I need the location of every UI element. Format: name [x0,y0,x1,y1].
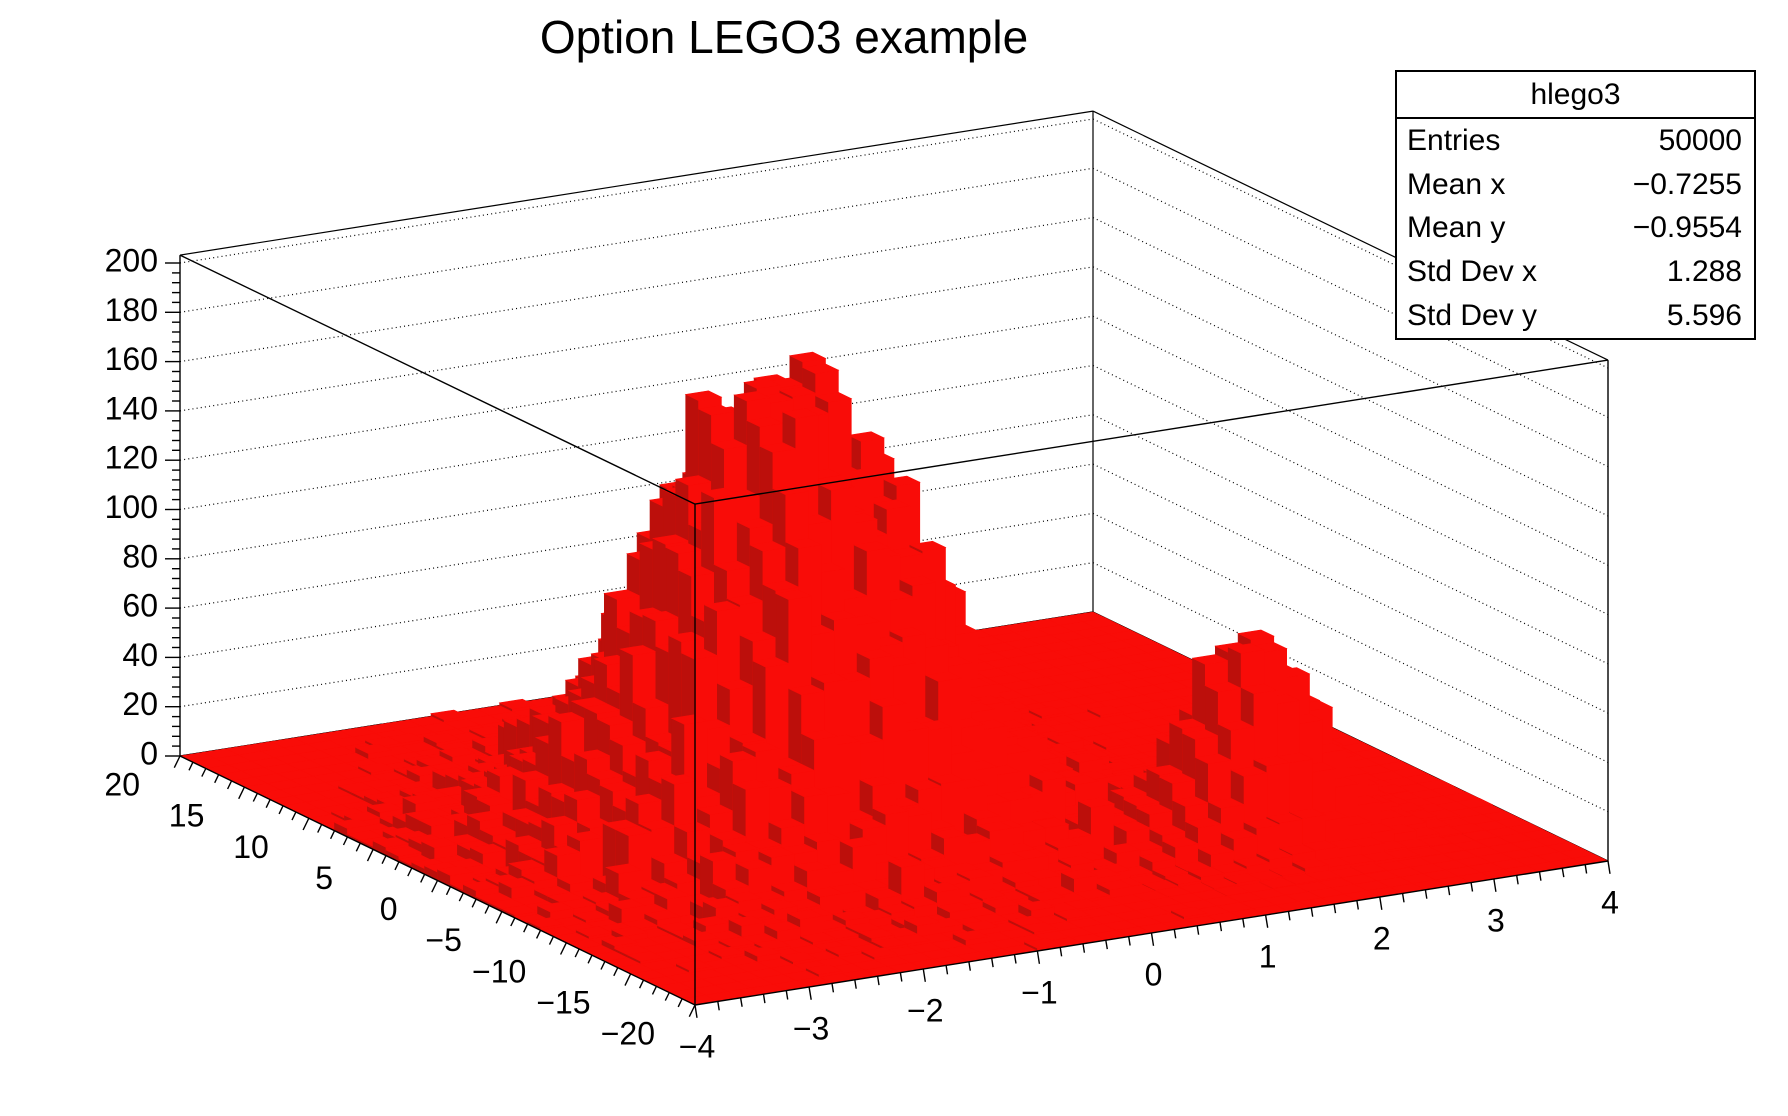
svg-text:1: 1 [1259,938,1277,974]
chart-title: Option LEGO3 example [539,11,1029,63]
svg-text:20: 20 [122,686,158,722]
stats-box: hlego3 Entries 50000 Mean x −0.7255 Mean… [1395,70,1756,340]
svg-text:20: 20 [104,766,140,802]
svg-text:3: 3 [1487,902,1505,938]
svg-text:−5: −5 [425,922,461,958]
svg-text:5: 5 [315,860,333,896]
svg-text:180: 180 [105,292,158,328]
svg-text:140: 140 [105,390,158,426]
svg-text:0: 0 [1145,956,1163,992]
stat-row-mean-x: Mean x −0.7255 [1407,167,1742,201]
svg-text:−4: −4 [679,1028,715,1064]
svg-text:−10: −10 [472,953,526,989]
svg-text:80: 80 [122,538,158,574]
back-box [179,110,1609,862]
svg-text:−2: −2 [907,992,943,1028]
svg-text:60: 60 [122,588,158,624]
svg-text:160: 160 [105,341,158,377]
svg-text:40: 40 [122,637,158,673]
svg-text:−1: −1 [1021,974,1057,1010]
stats-title: hlego3 [1397,72,1754,119]
stat-row-mean-y: Mean y −0.9554 [1407,211,1742,245]
svg-text:15: 15 [169,798,205,834]
svg-text:−20: −20 [601,1015,655,1051]
z-axis: 0 20 40 60 80 100 120 140 160 180 200 [105,242,180,771]
svg-text:120: 120 [105,440,158,476]
svg-text:100: 100 [105,489,158,525]
svg-text:4: 4 [1601,884,1619,920]
lego-bars [179,351,1609,1006]
svg-text:0: 0 [380,891,398,927]
svg-text:2: 2 [1373,920,1391,956]
x-axis: −4 −3 −2 −1 0 1 2 3 4 [679,860,1619,1064]
stat-row-std-dev-y: Std Dev y 5.596 [1407,299,1742,333]
y-axis: 20 15 10 5 0 −5 −10 −15 −20 [104,755,696,1051]
stat-row-entries: Entries 50000 [1407,123,1742,157]
svg-text:200: 200 [105,242,158,278]
svg-text:10: 10 [233,829,269,865]
svg-text:−15: −15 [536,984,590,1020]
svg-text:0: 0 [140,735,158,771]
svg-text:−3: −3 [793,1010,829,1046]
stat-row-std-dev-x: Std Dev x 1.288 [1407,255,1742,289]
